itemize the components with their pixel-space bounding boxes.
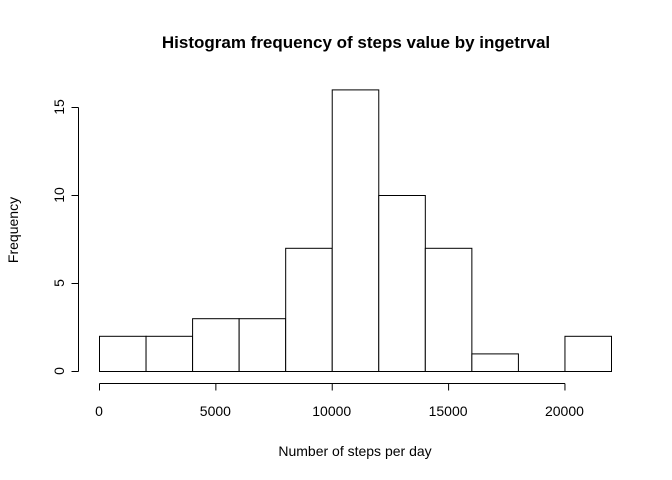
histogram-bar xyxy=(238,318,287,373)
y-axis: 0 5 10 15 xyxy=(51,99,79,375)
histogram-bar xyxy=(471,353,519,372)
x-axis-label: Number of steps per day xyxy=(278,443,431,459)
y-axis-label: Frequency xyxy=(5,197,21,263)
x-tick-label: 20000 xyxy=(545,403,584,419)
y-tick-label: 15 xyxy=(51,99,67,115)
histogram-bar xyxy=(424,247,473,372)
histogram-bar xyxy=(564,335,612,372)
x-tick-label: 15000 xyxy=(429,403,468,419)
y-tick-label: 5 xyxy=(51,279,67,287)
x-tick-label: 0 xyxy=(95,403,103,419)
x-tick-label: 5000 xyxy=(200,403,231,419)
x-tick-label: 10000 xyxy=(312,403,351,419)
chart-title: Histogram frequency of steps value by in… xyxy=(162,33,550,52)
y-tick-label: 0 xyxy=(51,367,67,375)
histogram-bar xyxy=(331,89,380,373)
y-tick-label: 10 xyxy=(51,187,67,203)
histogram-bar xyxy=(192,318,240,373)
histogram-bar xyxy=(378,195,426,372)
histogram-bar xyxy=(285,247,333,372)
histogram-bar xyxy=(99,335,147,372)
histogram-bar xyxy=(145,335,194,372)
histogram-bars xyxy=(99,89,612,373)
x-axis: 0 5000 10000 15000 20000 xyxy=(95,383,584,419)
